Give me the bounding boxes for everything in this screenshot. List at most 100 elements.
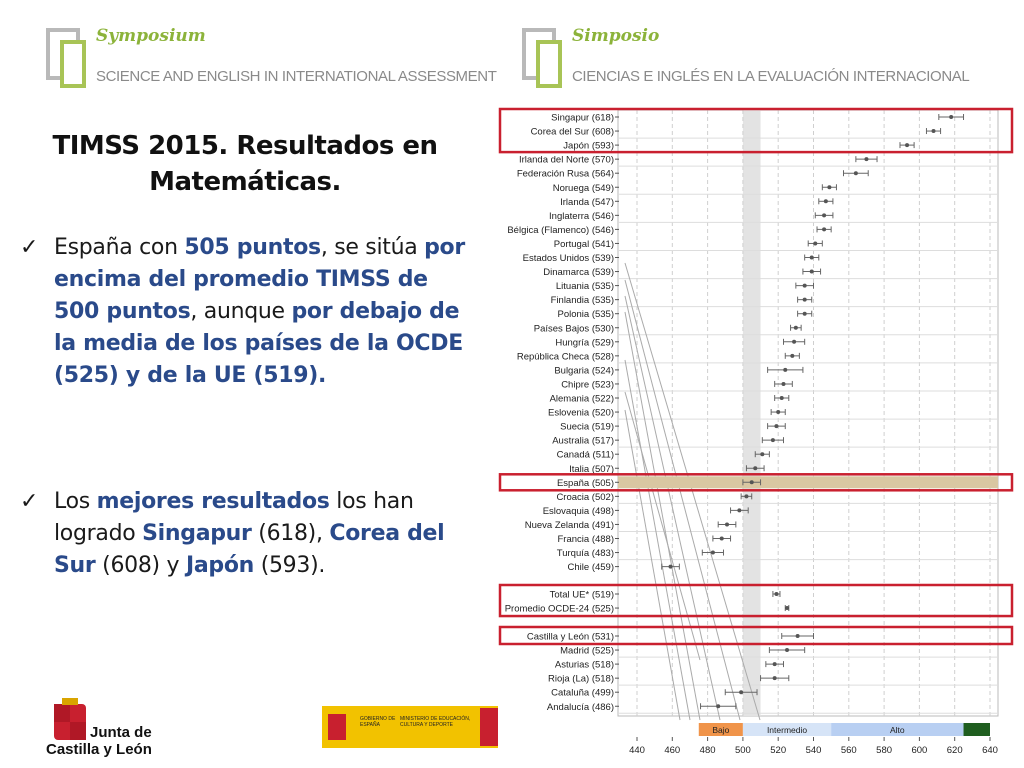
connector-line bbox=[624, 359, 691, 721]
data-point bbox=[931, 129, 936, 134]
row-label: Países Bajos (530) bbox=[534, 323, 614, 334]
row-label: Australia (517) bbox=[552, 436, 614, 447]
row-label: Asturias (518) bbox=[555, 660, 614, 671]
header-right-title: Simposio bbox=[572, 26, 660, 46]
data-point bbox=[725, 522, 730, 527]
row-label: Total UE* (519) bbox=[550, 590, 614, 601]
plot-area bbox=[617, 109, 999, 717]
row-label: Corea del Sur (608) bbox=[531, 127, 614, 138]
bullet-2-part: los han logrado bbox=[54, 489, 414, 546]
bullet-2-part: (618), bbox=[251, 521, 330, 546]
row-label: Madrid (525) bbox=[560, 646, 614, 657]
performance-band-label: Alto bbox=[890, 725, 905, 735]
data-point bbox=[822, 213, 827, 218]
data-point bbox=[949, 115, 954, 119]
performance-band bbox=[831, 723, 964, 736]
timss-average-band bbox=[742, 110, 761, 716]
bullet-2-part: (593). bbox=[254, 553, 326, 578]
performance-band-label: Intermedio bbox=[767, 725, 807, 735]
row-label: Noruega (549) bbox=[553, 183, 614, 194]
row-label: Rioja (La) (518) bbox=[548, 674, 614, 685]
bullet-1-part: España con bbox=[54, 235, 185, 260]
row-label: Eslovenia (520) bbox=[548, 408, 614, 419]
x-tick-label: 560 bbox=[841, 745, 857, 756]
row-label: Lituania (535) bbox=[556, 281, 614, 292]
data-point bbox=[776, 410, 781, 415]
junta-logo: Junta de Castilla y León bbox=[44, 694, 154, 764]
data-point bbox=[792, 339, 797, 344]
row-label: Italia (507) bbox=[569, 464, 614, 475]
row-label: Irlanda del Norte (570) bbox=[519, 155, 614, 166]
row-label: Canadá (511) bbox=[557, 450, 614, 461]
simposio-logo-accent-icon bbox=[536, 40, 562, 88]
checkmark-icon: ✓ bbox=[20, 235, 39, 260]
highlight-box bbox=[498, 625, 1014, 646]
bullet-2-part: (608) y bbox=[95, 553, 186, 578]
ministerio-banner-icon bbox=[322, 706, 498, 748]
data-point bbox=[823, 199, 828, 204]
data-point bbox=[739, 690, 744, 695]
junta-line1: Junta de bbox=[90, 724, 152, 741]
row-label: Inglaterra (546) bbox=[549, 211, 614, 222]
row-label: República Checa (528) bbox=[517, 351, 614, 362]
ministerio-label: MINISTERIO DE EDUCACIÓN, CULTURA Y DEPOR… bbox=[400, 716, 471, 728]
slide-title: TIMSS 2015. Resultados en Matemáticas. bbox=[52, 131, 438, 197]
spain-highlight-band bbox=[618, 476, 998, 489]
data-point bbox=[809, 269, 814, 274]
x-tick-label: 540 bbox=[806, 745, 822, 756]
gobierno-label: GOBIERNO DE ESPAÑA bbox=[360, 716, 396, 728]
data-point bbox=[905, 143, 910, 148]
row-label: Croacia (502) bbox=[556, 492, 614, 503]
row-label: Chile (459) bbox=[568, 562, 614, 573]
x-tick-label: 640 bbox=[982, 745, 998, 756]
bullet-2-part: mejores resultados bbox=[96, 489, 330, 514]
bullet-2-part: Japón bbox=[185, 553, 254, 578]
data-point bbox=[813, 241, 818, 246]
row-label: Hungría (529) bbox=[555, 337, 614, 348]
data-point bbox=[744, 494, 749, 499]
row-label: Japón (593) bbox=[563, 141, 614, 152]
header-right: Simposio CIENCIAS E INGLÉS EN LA EVALUAC… bbox=[522, 22, 992, 92]
data-point bbox=[760, 452, 765, 457]
bullet-1-part: , se sitúa bbox=[320, 235, 425, 260]
row-label: Estados Unidos (539) bbox=[523, 253, 614, 264]
row-label: Dinamarca (539) bbox=[543, 267, 614, 278]
data-point bbox=[802, 311, 807, 316]
bullet-1-text: España con 505 puntos, se sitúa por enci… bbox=[54, 232, 472, 392]
row-label: Cataluña (499) bbox=[551, 688, 614, 699]
data-point bbox=[770, 438, 775, 443]
data-point bbox=[737, 508, 742, 513]
x-tick-label: 480 bbox=[700, 745, 716, 756]
bullet-1-part: por debajo de la media de los países de … bbox=[54, 299, 463, 388]
row-label: Irlanda (547) bbox=[560, 197, 614, 208]
x-tick-label: 580 bbox=[876, 745, 892, 756]
data-point bbox=[790, 353, 795, 358]
data-point bbox=[802, 283, 807, 288]
data-point bbox=[864, 157, 869, 162]
x-tick-label: 620 bbox=[947, 745, 963, 756]
data-point bbox=[772, 662, 777, 667]
data-point bbox=[795, 634, 800, 638]
row-label: Bélgica (Flamenco) (546) bbox=[507, 225, 614, 236]
data-point bbox=[827, 185, 832, 190]
data-point bbox=[749, 480, 754, 485]
data-point bbox=[781, 381, 786, 386]
row-label: Castilla y León (531) bbox=[527, 632, 614, 643]
connector-line bbox=[624, 409, 681, 721]
highlight-box bbox=[498, 583, 1014, 618]
highlight-box bbox=[498, 473, 1014, 492]
connector-line bbox=[624, 279, 741, 721]
row-label: Nueva Zelanda (491) bbox=[525, 520, 614, 531]
bullet-1-part: 505 puntos bbox=[184, 235, 321, 260]
connector-line bbox=[624, 311, 701, 721]
x-tick-label: 440 bbox=[629, 745, 645, 756]
performance-band-label: Bajo bbox=[712, 725, 729, 735]
data-point bbox=[793, 325, 798, 330]
data-point bbox=[774, 592, 779, 596]
row-label: Turquía (483) bbox=[557, 548, 614, 559]
row-label: Promedio OCDE-24 (525) bbox=[505, 604, 614, 615]
performance-band bbox=[742, 723, 832, 736]
row-label: Suecia (519) bbox=[560, 422, 614, 433]
data-point bbox=[668, 564, 673, 569]
data-point bbox=[809, 255, 814, 260]
